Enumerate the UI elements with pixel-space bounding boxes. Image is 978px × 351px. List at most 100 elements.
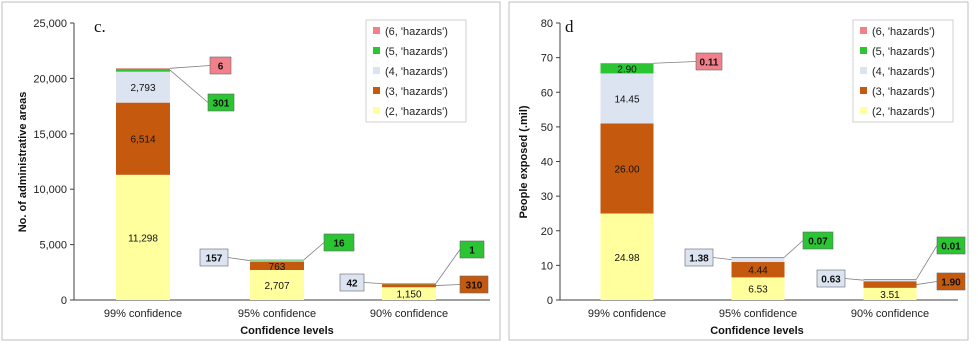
callout-box-h4: [199, 248, 229, 267]
callout-leader: [435, 284, 461, 286]
callout-leader: [169, 65, 211, 69]
x-tick-label: 99% confidence: [588, 308, 666, 320]
callout-label: 0.11: [700, 58, 719, 69]
callout-label: 1: [469, 246, 475, 257]
bar-segment-h3: [116, 102, 170, 175]
legend-swatch-h2: [860, 107, 867, 114]
chart-panel-d: 0 10 20 30 40 50 60 70 80 People exposed (.mil) Co…: [508, 1, 969, 341]
bar-segment-h5: [600, 63, 654, 74]
callout-box-h5: [459, 240, 485, 259]
legend-box: [852, 19, 954, 123]
data-label: 2.90: [617, 64, 637, 75]
x-axis-title: Confidence levels: [240, 325, 334, 337]
y-tick-label: 25,000: [33, 18, 67, 30]
legend-swatch-h4: [860, 67, 867, 74]
bar-segment-h5: [731, 256, 785, 258]
callout-box-h3: [459, 275, 489, 294]
bar-segment-h5: [382, 283, 436, 285]
callout-label: 1.38: [689, 254, 709, 265]
chart-panel-c: 0 5,000 10,000 15,000 20,000 25,000 No. of adm…: [1, 1, 501, 341]
y-tick-label: 40: [541, 157, 553, 169]
y-tick-label: 10: [541, 260, 553, 272]
legend-label: (3, 'hazards'): [385, 86, 448, 98]
callout-label: 6: [218, 62, 224, 73]
callout-leader: [169, 69, 209, 103]
y-tick-label: 10,000: [33, 184, 67, 196]
bar-segment-h5: [250, 259, 304, 261]
legend-swatch-h3: [860, 87, 867, 94]
y-tick-label: 0: [61, 295, 67, 307]
bar-segment-h5: [116, 68, 170, 72]
bar-segment-h2: [863, 287, 917, 300]
x-tick-label: 90% confidence: [851, 308, 929, 320]
legend-label: (5, 'hazards'): [385, 46, 448, 58]
callout-label: 0.63: [821, 275, 841, 286]
x-tick-label: 95% confidence: [719, 308, 797, 320]
data-label: 6,514: [130, 135, 155, 146]
callout-label: 0.07: [808, 237, 828, 248]
bar-segment-h2: [116, 174, 170, 300]
bar-segment-h5: [863, 279, 917, 280]
legend-label: (4, 'hazards'): [385, 66, 448, 78]
legend-label: (2, 'hazards'): [385, 106, 448, 118]
callout-box-h5: [802, 231, 834, 250]
y-tick-label: 80: [541, 18, 553, 30]
bar-segment-h4: [116, 71, 170, 103]
legend-swatch-h3: [373, 87, 380, 94]
data-label: 14.45: [614, 94, 639, 105]
y-tick-label: 20,000: [33, 73, 67, 85]
callout-box-h6: [209, 56, 232, 75]
y-axis-title: No. of administrative areas: [17, 92, 29, 233]
data-label: 1,150: [396, 290, 421, 301]
legend-swatch-h5: [860, 47, 867, 54]
callout-leader: [227, 257, 251, 262]
callout-label: 157: [206, 254, 223, 265]
bar-segment-h4: [250, 259, 304, 262]
panel-label: c.: [94, 17, 106, 36]
x-tick-label: 95% confidence: [238, 308, 316, 320]
y-tick-label: 50: [541, 122, 553, 134]
callout-leader: [712, 257, 732, 261]
data-label: 26.00: [614, 164, 639, 175]
legend-label: (2, 'hazards'): [872, 106, 935, 118]
legend-swatch-h4: [373, 67, 380, 74]
callout-label: 42: [346, 279, 358, 290]
callout-label: 1.90: [941, 278, 961, 289]
data-label: 4.44: [748, 266, 768, 277]
legend-swatch-h6: [860, 27, 867, 34]
bar-segment-h2: [382, 287, 436, 300]
panel-label: d: [565, 17, 574, 36]
x-axis-title: Confidence levels: [710, 325, 804, 337]
y-tick-label: 5,000: [39, 240, 67, 252]
y-tick-label: 20: [541, 226, 553, 238]
bar-segment-h3: [600, 123, 654, 214]
callout-box-h6: [695, 52, 723, 71]
callout-box-h4: [816, 269, 846, 288]
data-label: 24.98: [614, 253, 639, 264]
y-axis-title: People exposed (.mil): [518, 105, 530, 218]
bar-segment-h2: [250, 270, 304, 300]
callout-label: 0.01: [941, 242, 961, 253]
callout-box-h4: [339, 273, 365, 292]
legend-swatch-h6: [373, 27, 380, 34]
callout-leader: [303, 242, 325, 261]
callout-box-h5: [207, 93, 235, 112]
callout-leader: [916, 245, 938, 280]
legend-swatch-h2: [373, 107, 380, 114]
x-tick-label: 90% confidence: [370, 308, 448, 320]
bar-segment-h3: [382, 283, 436, 288]
callout-leader: [363, 282, 383, 284]
data-label: 6.53: [748, 285, 768, 296]
legend-label: (6, 'hazards'): [385, 26, 448, 38]
callout-label: 310: [466, 281, 483, 292]
legend-label: (3, 'hazards'): [872, 86, 935, 98]
callout-box-h5: [323, 233, 355, 252]
bar-segment-h3: [731, 262, 785, 278]
bar-segment-h3: [863, 281, 917, 288]
data-label: 763: [269, 262, 286, 273]
callout-box-h4: [684, 248, 714, 267]
bar-segment-h4: [731, 257, 785, 263]
bar-segment-h6: [116, 68, 170, 70]
